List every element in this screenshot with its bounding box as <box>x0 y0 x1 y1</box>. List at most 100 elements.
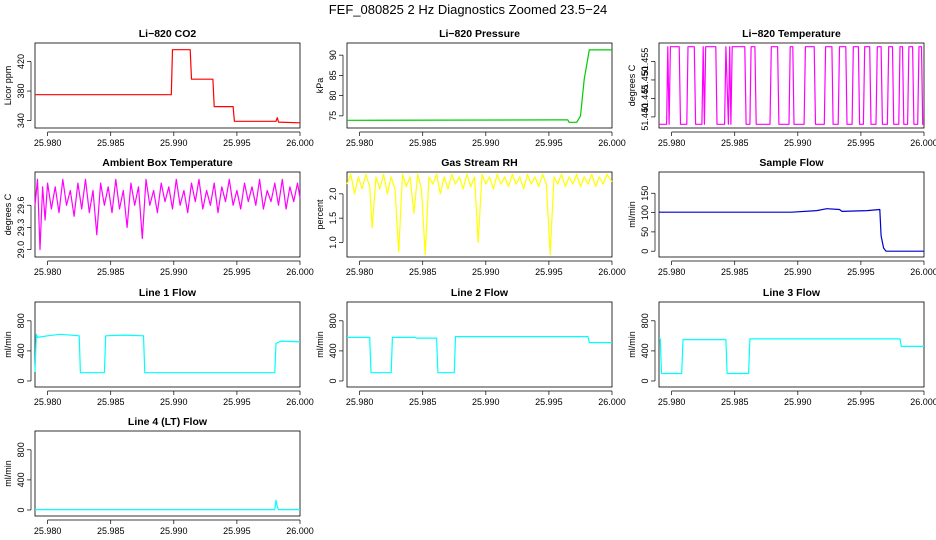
x-axis: 25.980 25.985 25.990 25.995 26.000 <box>658 260 936 277</box>
chart-title: Line 4 (LT) Flow <box>128 416 208 428</box>
x-tick-label: 26.000 <box>598 138 626 148</box>
y-axis: 0 50 100 150 <box>640 186 656 254</box>
chart-title: Line 3 Flow <box>763 287 821 299</box>
x-tick-label: 25.980 <box>346 138 374 148</box>
y-tick-label: 800 <box>640 313 650 328</box>
x-tick-label: 25.985 <box>721 267 749 277</box>
y-tick-label: 800 <box>16 442 26 457</box>
y-axis-label: percent <box>315 199 325 230</box>
chart-panel-10: Line 4 (LT) Flow 25.980 25.985 25.990 25.995… <box>3 416 314 536</box>
chart-title: Gas Stream RH <box>441 157 517 169</box>
y-axis-label: degrees C <box>627 64 637 106</box>
plot-frame <box>346 171 613 258</box>
series-line <box>347 336 612 374</box>
y-axis: 1.0 1.5 2.0 <box>328 188 344 249</box>
chart-title: Line 1 Flow <box>139 287 197 299</box>
y-axis-label: kPa <box>315 78 325 94</box>
x-tick-label: 25.990 <box>472 267 500 277</box>
x-tick-label: 25.985 <box>409 267 437 277</box>
y-axis-label: Licor ppm <box>3 66 13 106</box>
x-tick-label: 25.985 <box>97 526 125 536</box>
x-tick-label: 26.000 <box>598 397 626 407</box>
chart-title: Li−820 Temperature <box>742 28 841 40</box>
plot-frame <box>34 42 301 129</box>
series-line <box>659 46 924 125</box>
plot-frame <box>346 42 613 129</box>
x-tick-label: 26.000 <box>286 267 314 277</box>
plot-frame <box>658 42 925 129</box>
y-tick-label: 90 <box>328 50 338 60</box>
chart-title: Li−820 CO2 <box>139 28 197 40</box>
y-tick-label: 29.6 <box>16 196 26 214</box>
x-tick-label: 26.000 <box>910 267 936 277</box>
x-tick-label: 25.990 <box>472 397 500 407</box>
plot-frame <box>34 171 301 258</box>
series-line <box>35 499 300 511</box>
y-tick-label: 400 <box>16 472 26 487</box>
series-line <box>346 173 613 256</box>
y-tick-label: 75 <box>328 111 338 121</box>
y-axis-label: ml/min <box>3 460 13 487</box>
chart-title: Ambient Box Temperature <box>102 157 233 169</box>
x-axis: 25.980 25.985 25.990 25.995 26.000 <box>658 390 936 407</box>
series-line <box>346 49 612 123</box>
x-axis: 25.980 25.985 25.990 25.995 26.000 <box>658 131 936 148</box>
chart-panel-6: Sample Flow 25.980 25.985 25.990 25.995 26.00… <box>627 157 936 277</box>
x-tick-label: 25.990 <box>160 267 188 277</box>
x-tick-label: 25.990 <box>160 397 188 407</box>
y-tick-label: 2.0 <box>328 188 338 201</box>
x-tick-label: 25.995 <box>847 397 875 407</box>
x-tick-label: 25.980 <box>34 138 62 148</box>
y-tick-label: 0 <box>640 378 650 383</box>
y-tick-label: 800 <box>16 313 26 328</box>
x-tick-label: 25.995 <box>847 267 875 277</box>
plot-frame <box>34 301 301 388</box>
x-tick-label: 25.980 <box>346 397 374 407</box>
y-tick-label: 85 <box>328 70 338 80</box>
y-axis: 0 400 800 <box>640 313 656 383</box>
main-title: FEF_080825 2 Hz Diagnostics Zoomed 23.5−… <box>328 2 608 17</box>
y-tick-label: 100 <box>640 205 650 220</box>
y-axis: 0 400 800 <box>328 313 344 383</box>
y-tick-label: 150 <box>640 186 650 201</box>
y-tick-label: 29.3 <box>16 219 26 237</box>
x-axis: 25.980 25.985 25.990 25.995 26.000 <box>34 519 314 536</box>
y-tick-label: 80 <box>328 91 338 101</box>
y-tick-label: 0 <box>328 378 338 383</box>
chart-title: Sample Flow <box>759 157 824 169</box>
x-tick-label: 26.000 <box>598 267 626 277</box>
x-axis: 25.980 25.985 25.990 25.995 26.000 <box>34 390 314 407</box>
x-tick-label: 25.985 <box>721 397 749 407</box>
y-tick-label: 380 <box>16 84 26 99</box>
y-tick-label: 400 <box>328 343 338 358</box>
y-tick-label: 800 <box>328 313 338 328</box>
chart-panel-7: Line 1 Flow 25.980 25.985 25.990 25.995 26.00… <box>3 287 314 407</box>
x-tick-label: 25.980 <box>658 267 686 277</box>
x-tick-label: 25.980 <box>658 138 686 148</box>
y-tick-label: 340 <box>16 113 26 128</box>
x-tick-label: 25.995 <box>535 397 563 407</box>
y-tick-label: 51.455 <box>640 48 650 76</box>
x-tick-label: 25.985 <box>409 397 437 407</box>
y-axis-label: degrees C <box>3 193 13 235</box>
chart-panel-8: Line 2 Flow 25.980 25.985 25.990 25.995 26.00… <box>315 287 626 407</box>
x-tick-label: 25.995 <box>535 267 563 277</box>
y-axis: 0 400 800 <box>16 313 32 383</box>
y-axis: 29.0 29.3 29.6 <box>16 196 32 259</box>
series-line <box>34 178 301 251</box>
x-tick-label: 25.985 <box>409 138 437 148</box>
x-axis: 25.980 25.985 25.990 25.995 26.000 <box>34 260 314 277</box>
x-tick-label: 25.990 <box>472 138 500 148</box>
y-axis: 340 380 420 <box>16 54 32 128</box>
x-tick-label: 25.990 <box>160 526 188 536</box>
y-tick-label: 29.0 <box>16 241 26 259</box>
x-tick-label: 26.000 <box>286 138 314 148</box>
chart-panel-9: Line 3 Flow 25.980 25.985 25.990 25.995 26.00… <box>627 287 936 407</box>
chart-panel-3: Li−820 Temperature 25.980 25.985 25.990 25.9… <box>627 28 936 148</box>
chart-title: Line 2 Flow <box>451 287 509 299</box>
x-tick-label: 25.990 <box>784 267 812 277</box>
y-tick-label: 400 <box>640 343 650 358</box>
x-tick-label: 26.000 <box>910 397 936 407</box>
chart-panel-1: Li−820 CO2 25.980 25.985 25.990 25.995 26.000… <box>3 28 314 148</box>
x-axis: 25.980 25.985 25.990 25.995 26.000 <box>34 131 314 148</box>
